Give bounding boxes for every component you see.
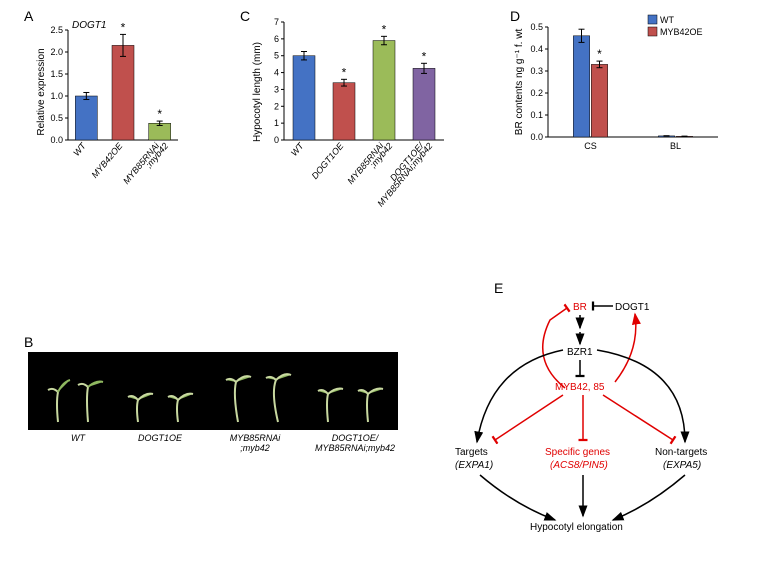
svg-text:1: 1 [274,118,279,128]
seedling-photo [28,352,398,430]
node-targets-1: Targets [455,447,488,458]
svg-text:*: * [121,20,126,34]
edge-bzr1-targets [477,350,563,442]
svg-text:4: 4 [274,68,279,78]
svg-text:*: * [422,49,427,63]
svg-text:0.5: 0.5 [50,113,63,123]
b-cat-1: DOGT1OE [120,433,200,443]
edge-nontargets-hypo [613,475,685,520]
ylabel-c: Hypocotyl length (mm) [252,42,263,142]
edge-myb-dogt1 [615,314,636,382]
svg-text:*: * [597,47,602,61]
chart-c: Hypocotyl length (mm) 0 1 2 3 4 5 6 7 WT * DOGT1O… [246,12,496,212]
node-nontargets-1: Non-targets [655,447,707,458]
svg-text:7: 7 [274,17,279,27]
node-br: BR [573,302,587,313]
svg-text:2.0: 2.0 [50,47,63,57]
node-hypo: Hypocotyl elongation [530,522,623,533]
diagram-e: BR DOGT1 BZR1 MYB42, 85 Targets (EXPA1) … [435,290,755,565]
b-cat-2: MYB85RNAi ;myb42 [210,433,300,453]
svg-text:0.3: 0.3 [530,66,543,76]
edge-myb-br [543,308,567,388]
b-cat-3: DOGT1OE/ MYB85RNAi;myb42 [300,433,410,453]
node-specific-1: Specific genes [545,447,610,458]
svg-text:1.0: 1.0 [50,91,63,101]
svg-text:*: * [342,65,347,79]
svg-text:MYB42OE: MYB42OE [90,140,126,180]
svg-text:6: 6 [274,34,279,44]
node-bzr1: BZR1 [567,347,593,358]
ylabel-a: Relative expression [36,48,47,135]
node-targets-2: (EXPA1) [455,460,493,471]
svg-text:3: 3 [274,84,279,94]
b-cat-0: WT [48,433,108,443]
svg-text:0.0: 0.0 [530,132,543,142]
svg-text:0: 0 [274,135,279,145]
svg-text:BL: BL [670,141,681,151]
node-dogt1: DOGT1 [615,302,650,313]
edge-bzr1-nontargets [597,350,685,442]
ylabel-d: BR contents ng g⁻¹ f. wt [514,29,525,136]
svg-text:WT: WT [71,140,89,158]
svg-text:0.5: 0.5 [530,22,543,32]
svg-text:WT: WT [289,140,307,158]
svg-text:2: 2 [274,101,279,111]
edge-targets-hypo [480,475,555,520]
chart-a: DOGT1 Relative expression 0.0 0.5 1.0 1.5 2.… [30,12,220,192]
svg-text:MYB42OE: MYB42OE [660,27,703,37]
svg-text:2.5: 2.5 [50,25,63,35]
edge-myb-nontargets [603,395,673,440]
svg-text:*: * [157,107,162,121]
panel-b-label: B [24,334,33,350]
node-specific-2: (ACS8/PIN5) [550,460,608,471]
svg-text:DOGT1OE: DOGT1OE [310,140,347,181]
svg-text:5: 5 [274,51,279,61]
svg-text:1.5: 1.5 [50,69,63,79]
svg-text:0.0: 0.0 [50,135,63,145]
svg-text:*: * [382,22,387,36]
svg-text:0.4: 0.4 [530,44,543,54]
svg-text:WT: WT [660,15,674,25]
edge-myb-targets [495,395,563,440]
node-myb: MYB42, 85 [555,382,605,393]
svg-text:CS: CS [584,141,597,151]
svg-text:0.1: 0.1 [530,110,543,120]
svg-text:0.2: 0.2 [530,88,543,98]
gene-label: DOGT1 [72,20,106,31]
chart-d: BR contents ng g⁻¹ f. wt WT MYB42OE 0.0 0.… [508,12,753,182]
node-nontargets-2: (EXPA5) [663,460,701,471]
